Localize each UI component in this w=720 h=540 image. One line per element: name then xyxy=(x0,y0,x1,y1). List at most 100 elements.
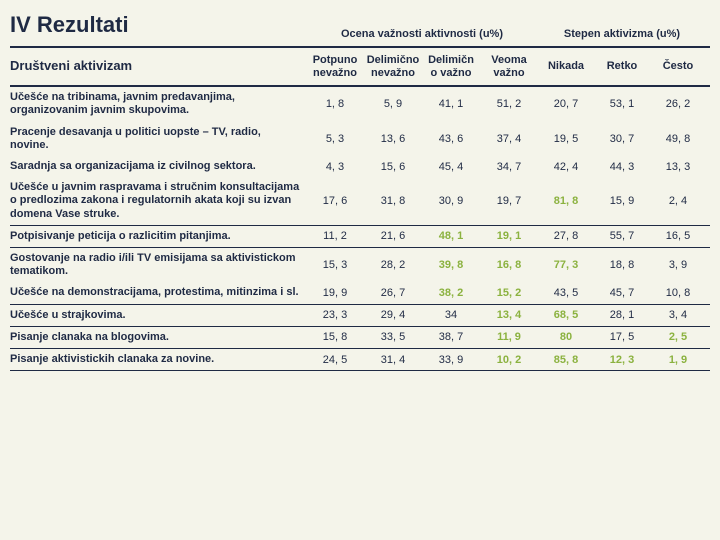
table-cell: 53, 1 xyxy=(594,87,650,121)
table-cell: 5, 9 xyxy=(364,87,422,121)
table-cell: 48, 1 xyxy=(422,226,480,247)
table-cell: 15, 6 xyxy=(364,156,422,177)
table-cell: 13, 3 xyxy=(650,156,706,177)
table-cell: 34 xyxy=(422,305,480,326)
table-cell: 27, 8 xyxy=(538,226,594,247)
row-label: Učešće u strajkovima. xyxy=(10,305,306,326)
col-header-6: Retko xyxy=(594,48,650,85)
table-cell: 1, 9 xyxy=(650,349,706,370)
table-cell: 30, 9 xyxy=(422,177,480,225)
col-header-1: Potpuno nevažno xyxy=(306,48,364,85)
table-cell: 13, 4 xyxy=(480,305,538,326)
table-cell: 24, 5 xyxy=(306,349,364,370)
table-cell: 15, 8 xyxy=(306,327,364,348)
header-row: IV Rezultati Ocena važnosti aktivnosti (… xyxy=(10,8,710,48)
table-cell: 41, 1 xyxy=(422,87,480,121)
row-label: Učešće na tribinama, javnim predavanjima… xyxy=(10,87,306,121)
table-cell: 15, 3 xyxy=(306,248,364,282)
row-label: Potpisivanje peticija o razlicitim pitan… xyxy=(10,226,306,247)
table-cell: 23, 3 xyxy=(306,305,364,326)
table-cell: 31, 8 xyxy=(364,177,422,225)
group-header-importance: Ocena važnosti aktivnosti (u%) xyxy=(306,22,538,46)
row-header-label: Društveni aktivizam xyxy=(10,48,306,85)
table-cell: 17, 6 xyxy=(306,177,364,225)
row-label: Pracenje desavanja u politici uopste – T… xyxy=(10,122,306,156)
table-cell: 17, 5 xyxy=(594,327,650,348)
table-cell: 2, 5 xyxy=(650,327,706,348)
table-row: Učešće u strajkovima.23, 329, 43413, 468… xyxy=(10,305,710,327)
row-label: Pisanje aktivistickih clanaka za novine. xyxy=(10,349,306,370)
table-cell: 11, 9 xyxy=(480,327,538,348)
page-title: IV Rezultati xyxy=(10,8,306,46)
table-cell: 68, 5 xyxy=(538,305,594,326)
table-cell: 2, 4 xyxy=(650,177,706,225)
col-header-5: Nikada xyxy=(538,48,594,85)
table-cell: 37, 4 xyxy=(480,122,538,156)
table-cell: 19, 7 xyxy=(480,177,538,225)
col-header-4: Veoma važno xyxy=(480,48,538,85)
row-label: Učešće na demonstracijama, protestima, m… xyxy=(10,282,306,303)
table-cell: 12, 3 xyxy=(594,349,650,370)
table-cell: 26, 2 xyxy=(650,87,706,121)
table-cell: 4, 3 xyxy=(306,156,364,177)
table-cell: 19, 5 xyxy=(538,122,594,156)
table-cell: 33, 9 xyxy=(422,349,480,370)
table-row: Učešće na demonstracijama, protestima, m… xyxy=(10,282,710,304)
table-cell: 10, 2 xyxy=(480,349,538,370)
column-header-row: Društveni aktivizam Potpuno nevažno Deli… xyxy=(10,48,710,87)
table-cell: 45, 7 xyxy=(594,282,650,303)
table-cell: 1, 8 xyxy=(306,87,364,121)
table-cell: 34, 7 xyxy=(480,156,538,177)
table-cell: 49, 8 xyxy=(650,122,706,156)
row-label: Učešće u javnim raspravama i stručnim ko… xyxy=(10,177,306,225)
table-cell: 16, 5 xyxy=(650,226,706,247)
table-cell: 81, 8 xyxy=(538,177,594,225)
col-header-2: Delimično nevažno xyxy=(364,48,422,85)
table-cell: 43, 5 xyxy=(538,282,594,303)
table-cell: 5, 3 xyxy=(306,122,364,156)
table-row: Pracenje desavanja u politici uopste – T… xyxy=(10,122,710,156)
col-header-7: Često xyxy=(650,48,706,85)
group-header-activism: Stepen aktivizma (u%) xyxy=(538,22,706,46)
table-row: Potpisivanje peticija o razlicitim pitan… xyxy=(10,226,710,248)
table-row: Pisanje clanaka na blogovima.15, 833, 53… xyxy=(10,327,710,349)
table-body: Učešće na tribinama, javnim predavanjima… xyxy=(10,87,710,371)
col-header-3: Delimičn o važno xyxy=(422,48,480,85)
table-cell: 45, 4 xyxy=(422,156,480,177)
table-row: Gostovanje na radio i/ili TV emisijama s… xyxy=(10,248,710,282)
table-row: Učešće na tribinama, javnim predavanjima… xyxy=(10,87,710,121)
table-cell: 15, 9 xyxy=(594,177,650,225)
table-cell: 85, 8 xyxy=(538,349,594,370)
table-cell: 15, 2 xyxy=(480,282,538,303)
table-cell: 10, 8 xyxy=(650,282,706,303)
table-cell: 77, 3 xyxy=(538,248,594,282)
table-cell: 29, 4 xyxy=(364,305,422,326)
table-cell: 19, 1 xyxy=(480,226,538,247)
table-row: Učešće u javnim raspravama i stručnim ko… xyxy=(10,177,710,226)
table-cell: 21, 6 xyxy=(364,226,422,247)
table-cell: 28, 2 xyxy=(364,248,422,282)
table-cell: 26, 7 xyxy=(364,282,422,303)
table-cell: 44, 3 xyxy=(594,156,650,177)
table-cell: 38, 7 xyxy=(422,327,480,348)
page-root: IV Rezultati Ocena važnosti aktivnosti (… xyxy=(0,0,720,540)
table-cell: 39, 8 xyxy=(422,248,480,282)
row-label: Saradnja sa organizacijama iz civilnog s… xyxy=(10,156,306,177)
table-cell: 3, 4 xyxy=(650,305,706,326)
row-label: Gostovanje na radio i/ili TV emisijama s… xyxy=(10,248,306,282)
table-cell: 80 xyxy=(538,327,594,348)
table-cell: 30, 7 xyxy=(594,122,650,156)
table-cell: 43, 6 xyxy=(422,122,480,156)
table-row: Saradnja sa organizacijama iz civilnog s… xyxy=(10,156,710,177)
table-cell: 3, 9 xyxy=(650,248,706,282)
table-cell: 28, 1 xyxy=(594,305,650,326)
table-cell: 38, 2 xyxy=(422,282,480,303)
table-row: Pisanje aktivistickih clanaka za novine.… xyxy=(10,349,710,371)
table-cell: 16, 8 xyxy=(480,248,538,282)
table-cell: 55, 7 xyxy=(594,226,650,247)
table-cell: 33, 5 xyxy=(364,327,422,348)
table-cell: 31, 4 xyxy=(364,349,422,370)
table-cell: 18, 8 xyxy=(594,248,650,282)
table-cell: 42, 4 xyxy=(538,156,594,177)
table-cell: 19, 9 xyxy=(306,282,364,303)
